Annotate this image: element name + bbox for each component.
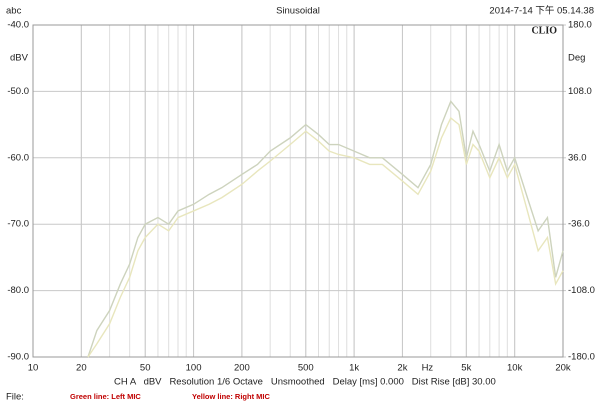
y-tick-label: -40.0: [7, 20, 29, 31]
y-tick-label: -50.0: [7, 86, 29, 97]
y-tick-label: -60.0: [7, 152, 29, 163]
x-tick-label: 500: [298, 363, 314, 374]
chart-title: Sinusoidal: [276, 6, 320, 17]
x-tick-label: 20k: [555, 363, 571, 374]
y-tick-label: -80.0: [7, 285, 29, 296]
x-tick-label: 100: [186, 363, 202, 374]
y-tick-label: -90.0: [7, 352, 29, 363]
x-tick-label: 10k: [507, 363, 523, 374]
plot-area: 10 20 50 100 200 500 1k 2k 5k 10k 20k Hz -40.0 -50.0 -…: [7, 20, 595, 374]
x-tick-label: 50: [140, 363, 151, 374]
footer-info: CH A dBV Resolution 1/6 Octave Unsmoothe…: [114, 377, 496, 388]
x-unit-label: Hz: [422, 363, 434, 374]
y2-tick-label: -36.0: [568, 219, 590, 230]
file-label: File:: [6, 392, 24, 403]
x-tick-label: 1k: [349, 363, 359, 374]
x-tick-label: 2k: [397, 363, 407, 374]
y2-tick-label: 36.0: [568, 152, 587, 163]
timestamp: 2014-7-14 下午 05.14.38: [489, 5, 594, 17]
series-line: [87, 116, 564, 358]
legend-entry: Green line: Left MIC: [70, 392, 141, 401]
x-tick-label: 200: [234, 363, 250, 374]
y2-axis-label: Deg: [568, 53, 585, 64]
x-tick-label: 5k: [461, 363, 471, 374]
y2-tick-label: 180.0: [568, 20, 592, 31]
legend-entry: Yellow line: Right MIC: [192, 392, 271, 401]
x-tick-label: 10: [28, 363, 39, 374]
y-tick-label: -70.0: [7, 219, 29, 230]
series-line: [87, 100, 564, 358]
brand: CLIO: [531, 25, 557, 36]
y-axis-label: dBV: [10, 53, 29, 64]
y2-tick-label: 108.0: [568, 86, 592, 97]
y2-tick-label: -180.0: [568, 352, 595, 363]
x-tick-label: 20: [76, 363, 87, 374]
plot-frame: [32, 24, 564, 358]
top-left-label: abc: [6, 6, 22, 17]
y2-tick-label: -108.0: [568, 285, 595, 296]
